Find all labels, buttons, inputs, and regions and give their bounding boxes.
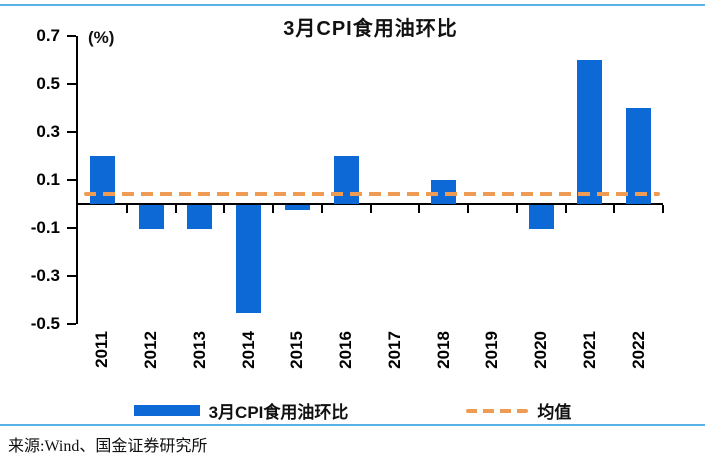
y-axis-tick <box>67 227 76 229</box>
y-axis-line <box>76 36 78 324</box>
chart-legend: 3月CPI食用油环比 均值 <box>0 398 705 423</box>
x-axis-label-2022: 2022 <box>628 331 648 369</box>
bar-2015 <box>284 205 310 210</box>
bar-2020 <box>528 205 554 229</box>
bar-2018 <box>431 180 457 204</box>
y-axis-tick <box>67 131 76 133</box>
y-tick-label: 0.3 <box>36 122 60 141</box>
bottom-divider <box>0 424 705 426</box>
chart-title: 3月CPI食用油环比 <box>283 18 458 40</box>
y-tick-label: -0.1 <box>30 218 60 237</box>
x-axis-tick <box>564 205 567 213</box>
y-axis-tick <box>67 83 76 85</box>
y-axis-tick <box>67 179 76 181</box>
top-divider <box>0 4 705 6</box>
y-tick-label: -0.5 <box>30 314 60 333</box>
x-axis-tick <box>418 205 421 213</box>
x-axis-line <box>76 203 663 205</box>
x-axis-label-2012: 2012 <box>141 331 161 369</box>
legend-dashed-line-swatch <box>466 408 529 413</box>
x-axis-label-2016: 2016 <box>336 331 356 369</box>
bar-2021 <box>577 60 603 204</box>
y-tick-label: 0.7 <box>36 26 60 45</box>
x-axis-label-2018: 2018 <box>433 331 453 369</box>
bar-2014 <box>236 205 262 313</box>
legend-mean-label: 均值 <box>537 403 572 422</box>
bar-2013 <box>187 205 213 229</box>
x-axis-tick <box>369 205 372 213</box>
x-axis-label-2011: 2011 <box>92 331 112 368</box>
x-axis-tick <box>174 205 177 213</box>
bar-2016 <box>333 156 359 204</box>
y-tick-label: 0.1 <box>36 170 60 189</box>
bar-2022 <box>626 108 652 204</box>
y-axis-unit-label: (%) <box>88 28 115 47</box>
x-axis-tick <box>467 205 469 213</box>
bar-2011 <box>89 156 115 204</box>
x-axis-tick <box>613 205 616 213</box>
legend-item-mean: 均值 <box>466 398 571 423</box>
bar-2012 <box>138 205 164 229</box>
source-note: 来源:Wind、国金证券研究所 <box>8 438 208 455</box>
legend-item-series: 3月CPI食用油环比 <box>133 398 349 423</box>
x-axis-tick <box>320 205 323 213</box>
legend-bar-swatch <box>133 405 200 416</box>
x-axis-label-2020: 2020 <box>531 331 551 369</box>
x-axis-label-2013: 2013 <box>189 331 209 369</box>
x-axis-label-2014: 2014 <box>238 331 258 369</box>
y-axis-tick <box>67 35 76 37</box>
x-axis-label-2019: 2019 <box>482 331 502 369</box>
mean-dashed-line <box>84 192 660 197</box>
x-axis-tick <box>223 205 226 213</box>
x-axis-tick <box>662 205 664 213</box>
y-axis-tick <box>67 275 76 277</box>
y-tick-label: -0.3 <box>30 266 60 285</box>
x-axis-label-2017: 2017 <box>384 331 404 369</box>
x-axis-label-2021: 2021 <box>579 331 599 369</box>
y-tick-label: 0.5 <box>36 74 60 93</box>
x-axis-tick <box>515 205 518 213</box>
x-axis-tick <box>125 205 128 213</box>
x-axis-tick <box>272 205 274 213</box>
y-axis-tick <box>67 323 76 325</box>
legend-series-label: 3月CPI食用油环比 <box>208 403 349 422</box>
x-axis-label-2015: 2015 <box>287 331 307 369</box>
bar-chart-plot: 0.7 0.5 0.3 0.1 -0.1 -0.3 -0.5 2011 2012 2013 2014… <box>30 26 664 369</box>
